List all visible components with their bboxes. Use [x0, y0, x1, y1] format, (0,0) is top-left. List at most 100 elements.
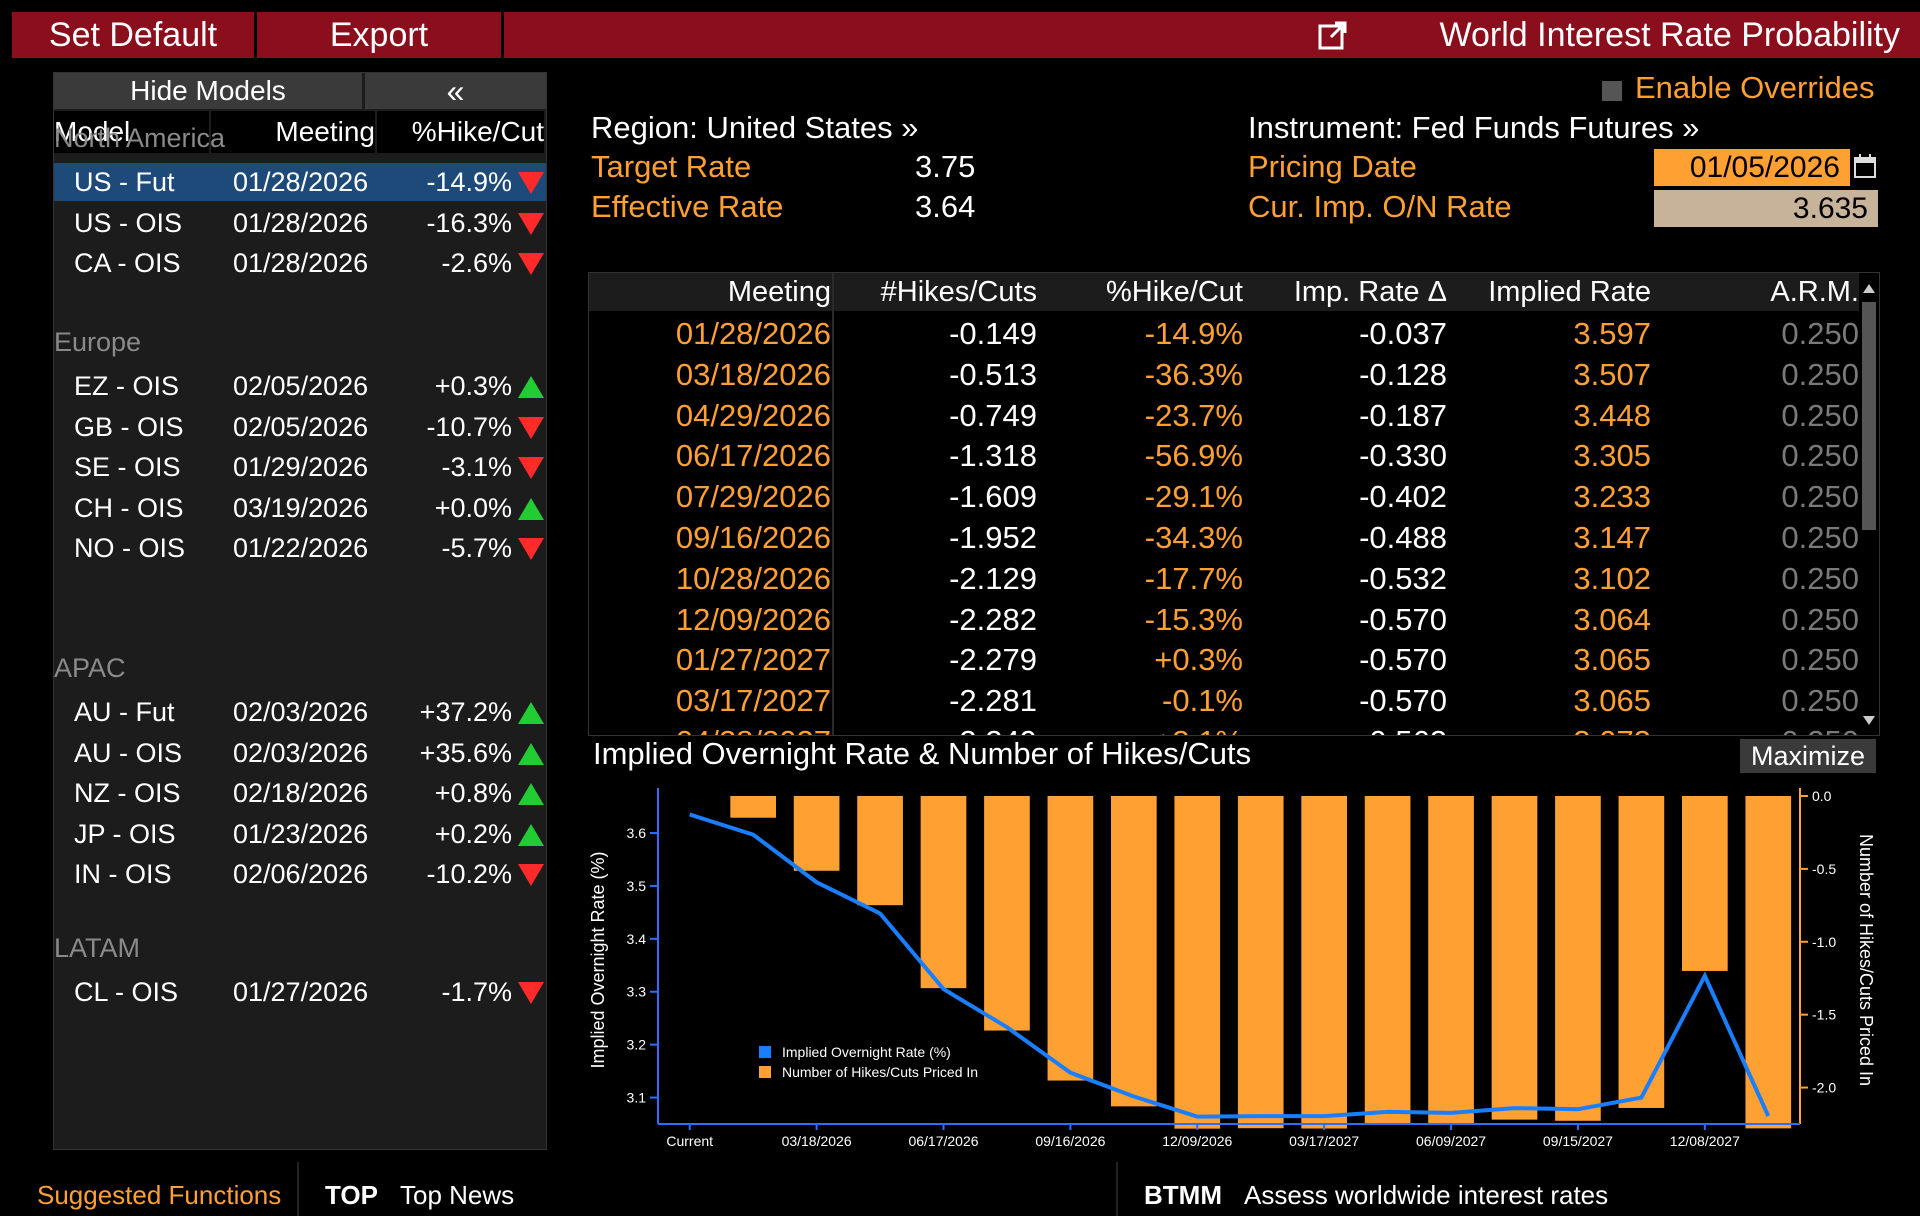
target-rate-label: Target Rate: [591, 149, 752, 184]
meeting-date: 03/17/2027: [675, 683, 831, 719]
chart-bar: [1681, 796, 1728, 971]
table-row[interactable]: 09/16/2026 -1.952 -34.3% -0.488 3.147 0.250: [589, 517, 1859, 558]
imp-rate-delta: -0.488: [1359, 520, 1447, 555]
column-header-pct[interactable]: %Hike/Cut: [377, 111, 544, 153]
table-row[interactable]: 03/18/2026 -0.513 -36.3% -0.128 3.507 0.250: [589, 354, 1859, 395]
enable-overrides-checkbox[interactable]: [1602, 81, 1622, 101]
arm-value: 0.250: [1781, 479, 1859, 515]
instrument-selector[interactable]: Instrument: Fed Funds Futures »: [1248, 110, 1700, 145]
x-tick-label: 12/08/2027: [1670, 1133, 1740, 1149]
model-row[interactable]: EZ - OIS 02/05/2026 +0.3%: [54, 367, 546, 405]
table-row[interactable]: 04/28/2027 -2.249 +3.1% -0.562 3.073 0.250: [589, 721, 1859, 735]
arrow-down-icon: [518, 212, 544, 235]
export-button[interactable]: Export: [329, 16, 429, 54]
y-tick-label: 3.3: [627, 984, 647, 1000]
pct-hike-cut: -29.1%: [1144, 479, 1243, 515]
chart-bar: [1301, 796, 1348, 1129]
chart-bar: [793, 796, 840, 871]
model-row[interactable]: GB - OIS 02/05/2026 -10.7%: [54, 408, 546, 446]
meeting-date: 01/29/2026: [233, 452, 369, 482]
column-header-implied-rate[interactable]: Implied Rate: [1488, 276, 1651, 308]
models-panel: Hide Models « Model Meeting %Hike/Cut No…: [53, 72, 547, 1150]
x-tick-label: 12/09/2026: [1162, 1133, 1232, 1149]
bottom-divider: [1116, 1162, 1118, 1216]
arm-value: 0.250: [1781, 520, 1859, 555]
arm-value: 0.250: [1781, 316, 1859, 351]
table-row[interactable]: 07/29/2026 -1.609 -29.1% -0.402 3.233 0.250: [589, 476, 1859, 517]
model-row[interactable]: CL - OIS 01/27/2026 -1.7%: [54, 973, 546, 1011]
hike-cut-pct: +0.8%: [434, 778, 512, 808]
hikes-cuts: -0.749: [949, 397, 1037, 433]
model-row[interactable]: US - Fut 01/28/2026 -14.9%: [54, 163, 546, 201]
maximize-button[interactable]: Maximize: [1740, 739, 1876, 773]
table-row[interactable]: 06/17/2026 -1.318 -56.9% -0.330 3.305 0.250: [589, 435, 1859, 476]
model-row[interactable]: IN - OIS 02/06/2026 -10.2%: [54, 855, 546, 893]
collapse-panel-button[interactable]: «: [365, 73, 546, 109]
table-row[interactable]: 01/28/2026 -0.149 -14.9% -0.037 3.597 0.250: [589, 313, 1859, 354]
model-row[interactable]: JP - OIS 01/23/2026 +0.2%: [54, 815, 546, 853]
btmm-function-code[interactable]: BTMM: [1144, 1180, 1222, 1210]
imp-rate-delta: -0.570: [1359, 601, 1447, 637]
y-tick-label: 3.6: [627, 825, 647, 841]
table-row[interactable]: 01/27/2027 -2.279 +0.3% -0.570 3.065 0.250: [589, 639, 1859, 680]
y-tick-label: 3.5: [627, 878, 647, 894]
model-row[interactable]: AU - OIS 02/03/2026 +35.6%: [54, 734, 546, 772]
chart-bar: [730, 796, 777, 818]
external-link-icon[interactable]: [1317, 19, 1349, 51]
table-row[interactable]: 10/28/2026 -2.129 -17.7% -0.532 3.102 0.250: [589, 558, 1859, 599]
arrow-up-icon: [518, 376, 544, 398]
imp-rate-delta: -0.037: [1359, 316, 1447, 351]
arm-value: 0.250: [1781, 438, 1859, 474]
column-header-pct-hike-cut[interactable]: %Hike/Cut: [1106, 276, 1243, 308]
column-header-arm[interactable]: A.R.M.: [1770, 276, 1859, 308]
column-header-imp-rate-delta[interactable]: Imp. Rate Δ: [1293, 276, 1447, 308]
top-function-desc[interactable]: Top News: [400, 1180, 515, 1210]
chart-bar: [857, 796, 903, 906]
model-row[interactable]: CA - OIS 01/28/2026 -2.6%: [54, 244, 546, 282]
table-row[interactable]: 04/29/2026 -0.749 -23.7% -0.187 3.448 0.250: [589, 395, 1859, 436]
column-header-meeting[interactable]: Meeting: [211, 111, 375, 153]
meeting-date: 02/18/2026: [233, 778, 369, 808]
calendar-icon[interactable]: [1852, 151, 1878, 183]
meeting-date: 01/22/2026: [233, 533, 369, 563]
chart-bar: [1745, 796, 1792, 1129]
model-row[interactable]: AU - Fut 02/03/2026 +37.2%: [54, 693, 546, 731]
chart-bar: [920, 796, 967, 989]
table-row[interactable]: 03/17/2027 -2.281 -0.1% -0.570 3.065 0.250: [589, 680, 1859, 721]
toolbar-divider: [501, 12, 504, 58]
set-default-button[interactable]: Set Default: [48, 16, 218, 54]
column-header-meeting[interactable]: Meeting: [727, 276, 831, 308]
pricing-date-input[interactable]: 01/05/2026: [1654, 149, 1850, 186]
enable-overrides-label[interactable]: Enable Overrides: [1635, 70, 1875, 105]
column-header-hikes-cuts[interactable]: #Hikes/Cuts: [880, 276, 1037, 308]
meeting-date: 03/18/2026: [675, 356, 831, 392]
hikes-cuts: -0.149: [949, 316, 1037, 351]
region-selector[interactable]: Region: United States »: [591, 110, 919, 145]
hide-models-button[interactable]: Hide Models: [54, 73, 362, 109]
model-row[interactable]: NO - OIS 01/22/2026 -5.7%: [54, 529, 546, 567]
meeting-date: 12/09/2026: [675, 601, 831, 637]
hike-cut-pct: -5.7%: [441, 533, 512, 563]
meeting-date: 02/05/2026: [233, 371, 369, 401]
model-name: NZ - OIS: [74, 778, 181, 808]
model-name: AU - OIS: [74, 737, 183, 768]
chart-bar: [1047, 796, 1094, 1081]
table-row[interactable]: 12/09/2026 -2.282 -15.3% -0.570 3.064 0.250: [589, 599, 1859, 640]
region-header: North America: [54, 123, 226, 153]
meeting-date: 01/28/2026: [675, 316, 831, 351]
btmm-function-desc[interactable]: Assess worldwide interest rates: [1244, 1180, 1609, 1210]
model-row[interactable]: SE - OIS 01/29/2026 -3.1%: [54, 448, 546, 486]
model-name: SE - OIS: [74, 452, 181, 482]
imp-on-rate-input[interactable]: 3.635: [1654, 190, 1878, 227]
chart-title: Implied Overnight Rate & Number of Hikes…: [593, 736, 1252, 771]
scroll-down-icon[interactable]: [1863, 716, 1875, 725]
scroll-up-icon[interactable]: [1863, 284, 1875, 293]
scrollbar-thumb[interactable]: [1862, 302, 1876, 530]
meeting-date: 01/23/2026: [233, 818, 369, 849]
column-header-model[interactable]: Model: [54, 111, 209, 153]
top-function-code[interactable]: TOP: [325, 1180, 378, 1210]
model-row[interactable]: US - OIS 01/28/2026 -16.3%: [54, 204, 546, 242]
model-row[interactable]: NZ - OIS 02/18/2026 +0.8%: [54, 774, 546, 812]
model-row[interactable]: CH - OIS 03/19/2026 +0.0%: [54, 489, 546, 527]
y2-tick-label: -2.0: [1812, 1080, 1836, 1096]
